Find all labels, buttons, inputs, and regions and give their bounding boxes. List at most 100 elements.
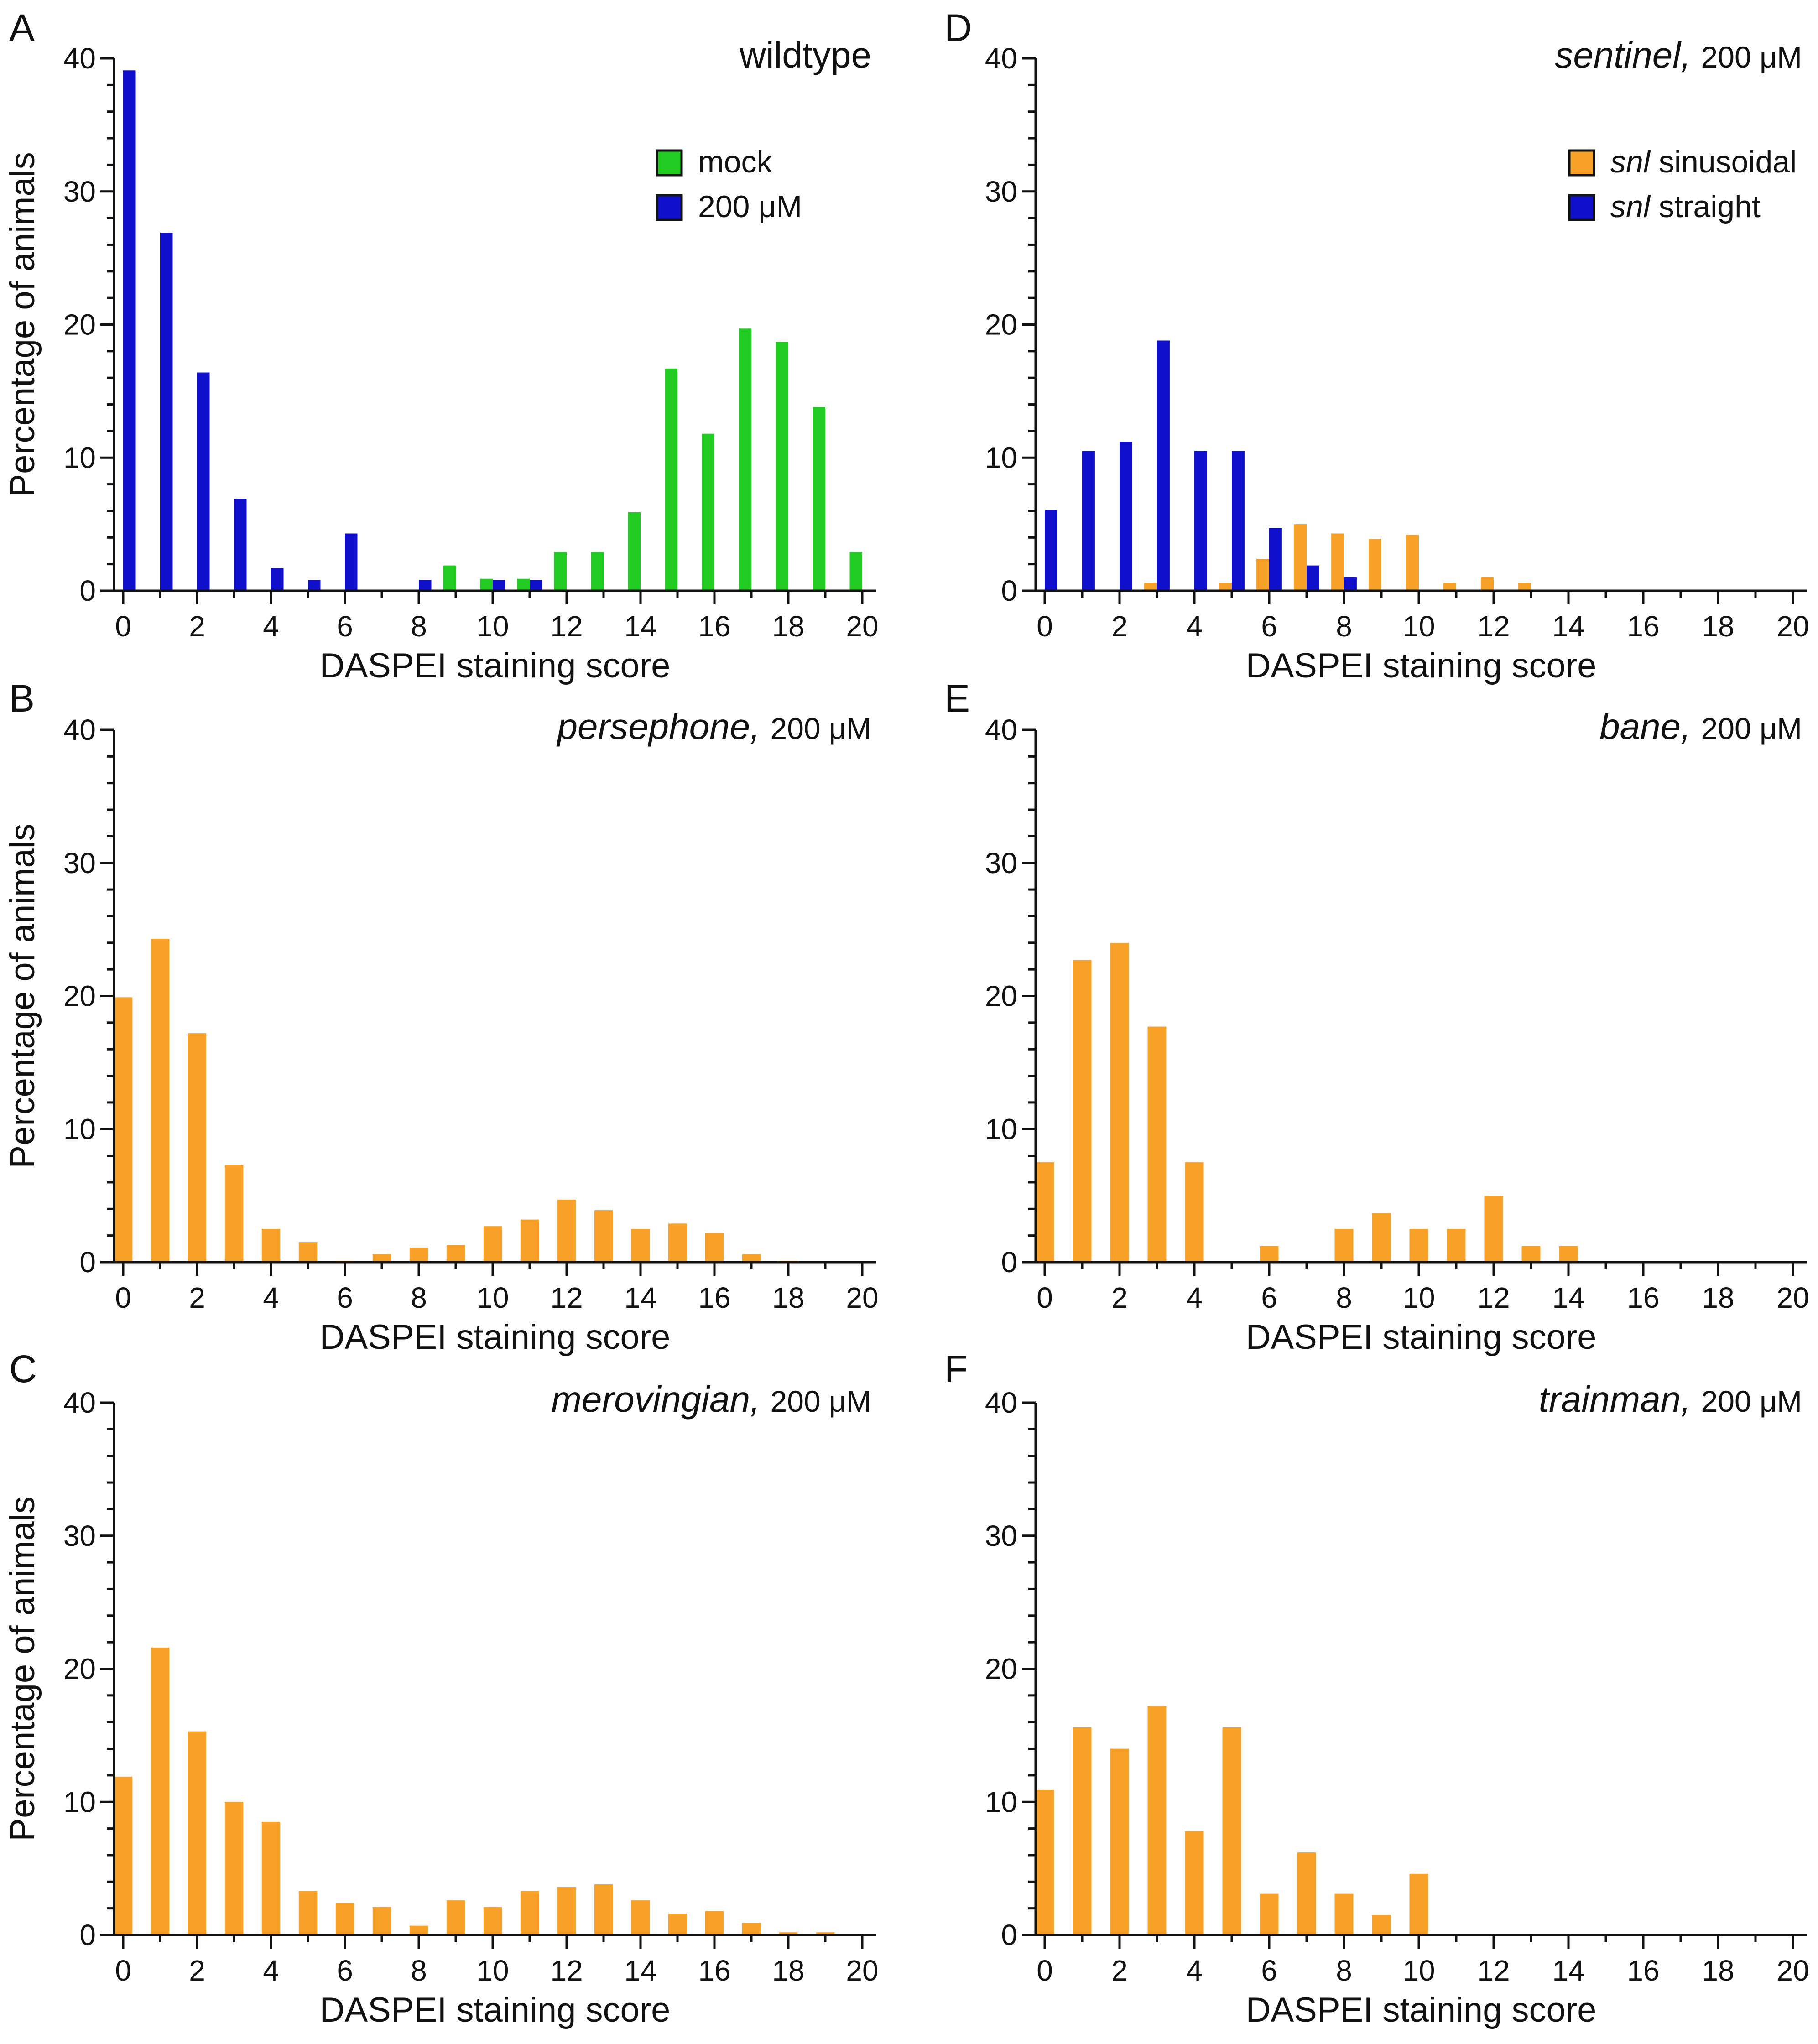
panel-letter: B: [9, 677, 35, 720]
bar: [1082, 451, 1095, 591]
x-tick-label: 20: [846, 1954, 878, 1987]
y-tick-label: 20: [985, 308, 1017, 341]
panel-title-italic: sentinel,: [1555, 35, 1701, 75]
bar: [1147, 1026, 1167, 1262]
bar: [1518, 583, 1531, 591]
bar: [849, 552, 862, 591]
panel-letter: F: [944, 1347, 968, 1390]
legend-label-plain: sinusoidal: [1659, 145, 1797, 179]
y-tick-label: 10: [63, 1785, 96, 1818]
panel-title-italic: persephone,: [557, 706, 771, 747]
x-tick-label: 6: [1261, 610, 1277, 643]
bar: [705, 1233, 724, 1262]
bar: [816, 1932, 835, 1935]
legend-label: snl straight: [1610, 189, 1761, 224]
bar: [705, 1911, 724, 1935]
bar: [1447, 1229, 1466, 1262]
bar: [1481, 577, 1494, 591]
bar: [668, 1914, 687, 1935]
x-tick-label: 16: [1627, 1281, 1659, 1314]
x-tick-label: 8: [411, 610, 427, 643]
bar: [160, 233, 173, 591]
bar: [702, 433, 714, 591]
bar: [1372, 1213, 1391, 1262]
x-tick-label: 10: [1402, 1954, 1435, 1987]
y-tick-label: 30: [985, 1519, 1017, 1552]
bar: [1232, 451, 1245, 591]
x-tick-label: 8: [1336, 1954, 1352, 1987]
bar: [480, 578, 493, 591]
x-tick-label: 14: [1552, 610, 1584, 643]
x-tick-label: 0: [1037, 1281, 1053, 1314]
x-tick-label: 14: [1552, 1954, 1584, 1987]
x-tick-label: 12: [550, 610, 583, 643]
bar: [409, 1925, 428, 1935]
legend-label-plain: 200 μM: [698, 189, 802, 224]
bar: [1331, 533, 1344, 591]
bar: [557, 1199, 576, 1262]
y-tick-label: 40: [63, 42, 96, 75]
bar: [1269, 528, 1282, 591]
bar: [271, 568, 284, 591]
y-tick-label: 40: [985, 1386, 1017, 1419]
y-tick-label: 0: [1001, 574, 1017, 607]
bar: [631, 1229, 650, 1262]
bar: [188, 1033, 207, 1262]
bar: [1260, 1246, 1279, 1262]
bar: [123, 70, 136, 591]
bar: [493, 580, 505, 591]
legend-label-italic: snl: [1610, 189, 1651, 224]
bar: [1294, 524, 1307, 591]
bar: [188, 1731, 207, 1935]
y-tick-label: 20: [63, 308, 96, 341]
x-tick-label: 2: [1111, 1281, 1128, 1314]
x-tick-label: 10: [476, 610, 509, 643]
x-tick-label: 4: [1186, 1281, 1203, 1314]
x-tick-label: 12: [1477, 1281, 1510, 1314]
x-tick-label: 0: [115, 610, 131, 643]
bar: [776, 342, 788, 591]
panel-title: trainman, 200 μM: [1539, 1379, 1802, 1420]
y-tick-label: 30: [985, 175, 1017, 208]
bar: [1222, 1727, 1241, 1935]
bar: [335, 1903, 354, 1935]
bar: [1110, 942, 1129, 1262]
legend-swatch: [656, 149, 683, 177]
bar: [1443, 583, 1456, 591]
legend-swatch: [656, 194, 683, 221]
legend-label-plain: mock: [698, 145, 772, 179]
x-tick-label: 16: [698, 1954, 730, 1987]
bar: [1409, 1873, 1428, 1935]
y-tick-label: 20: [63, 1653, 96, 1685]
panel-title: persephone, 200 μM: [557, 706, 872, 747]
bar: [1406, 535, 1419, 591]
bar: [739, 328, 751, 591]
x-tick-label: 12: [550, 1281, 583, 1314]
x-axis-title: DASPEI staining score: [320, 1991, 671, 2029]
x-tick-label: 4: [263, 610, 279, 643]
y-tick-label: 30: [985, 847, 1017, 879]
y-tick-label: 0: [1001, 1919, 1017, 1951]
bar: [668, 1223, 687, 1262]
x-tick-label: 6: [337, 1281, 353, 1314]
y-tick-label: 40: [63, 1386, 96, 1419]
y-tick-label: 40: [63, 713, 96, 746]
bar: [372, 1907, 391, 1935]
bar: [557, 1887, 576, 1935]
bar: [1334, 1893, 1354, 1935]
bar: [520, 1219, 539, 1262]
panel-title-plain: 200 μM: [771, 712, 871, 745]
x-tick-label: 6: [337, 1954, 353, 1987]
bar: [1521, 1246, 1541, 1262]
y-tick-label: 0: [79, 574, 96, 607]
y-tick-label: 10: [985, 1113, 1017, 1145]
bar: [591, 552, 604, 591]
x-tick-label: 20: [846, 1281, 878, 1314]
bar: [197, 372, 210, 591]
bar: [1157, 340, 1170, 591]
bar: [1073, 1727, 1092, 1935]
x-tick-label: 4: [1186, 610, 1203, 643]
bar: [779, 1932, 798, 1935]
bar: [1409, 1229, 1428, 1262]
x-tick-label: 6: [1261, 1281, 1277, 1314]
